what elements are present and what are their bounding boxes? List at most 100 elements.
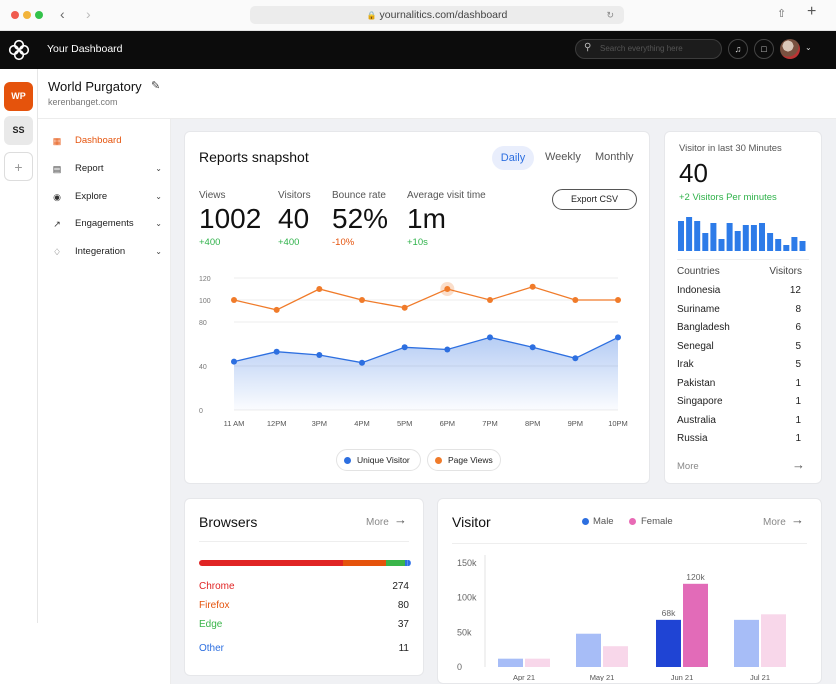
x-tick-label: 4PM (354, 419, 369, 428)
x-tick-label: 5PM (397, 419, 412, 428)
male-bar (656, 619, 681, 667)
search-placeholder: Search everything here (600, 44, 683, 53)
live-bar (718, 239, 725, 251)
sidebar-item-dashboard[interactable]: ▦ Dashboard (50, 132, 162, 150)
legend-unique-visitor[interactable]: Unique Visitor (336, 449, 421, 471)
page-views-point (273, 306, 280, 313)
unique-visitor-point (359, 359, 365, 366)
x-tick-label: 10PM (608, 419, 628, 428)
reports-snapshot-card: Reports snapshot Daily Weekly Monthly Vi… (184, 131, 650, 484)
back-icon[interactable]: ‹ (60, 6, 65, 22)
app-title: Your Dashboard (47, 43, 123, 55)
workspace-ss[interactable]: SS (4, 116, 33, 145)
stat-value: 1m (407, 203, 446, 234)
unique-visitor-point (401, 344, 408, 351)
x-tick-label: 7PM (482, 419, 497, 428)
messages-button[interactable]: □ (754, 39, 774, 59)
country-visitors: 1 (795, 433, 801, 444)
close-window-button[interactable] (11, 11, 19, 19)
tab-weekly[interactable]: Weekly (545, 151, 581, 163)
stat-label: Views (199, 190, 226, 201)
unique-visitor-point (615, 334, 621, 341)
live-visitors-card: Visitor in last 30 Minutes 40 +2 Visitor… (664, 131, 822, 484)
edit-icon[interactable]: ✎ (151, 80, 161, 92)
live-bar (783, 245, 790, 251)
stat-label: Bounce rate (332, 190, 386, 201)
country-name: Australia (677, 414, 716, 426)
legend-dot-male (582, 518, 589, 525)
browser-share-segment (343, 560, 386, 566)
more-link[interactable]: More (677, 461, 699, 472)
page-views-point (401, 304, 408, 311)
new-tab-icon[interactable]: + (807, 3, 817, 20)
export-csv-button[interactable]: Export CSV (552, 189, 637, 210)
more-link[interactable]: More (366, 517, 389, 528)
arrow-right-icon[interactable]: → (394, 512, 407, 527)
country-visitors: 1 (795, 414, 801, 426)
visitor-card: Visitor Male Female More → 0 50k 100k 150k A… (437, 498, 822, 684)
sidebar-item-explore[interactable]: ◉ Explore ⌄ (50, 188, 162, 206)
country-row: Irak 5 (677, 359, 801, 375)
notifications-button[interactable]: ♫ (728, 39, 748, 59)
country-name: Singapore (677, 396, 723, 407)
unique-visitor-point (231, 358, 237, 365)
more-link[interactable]: More (763, 517, 786, 528)
arrow-right-icon[interactable]: → (791, 512, 804, 527)
country-row: Russia 1 (677, 433, 801, 449)
chevron-down-icon: ⌄ (155, 219, 162, 228)
search-input[interactable]: ⚲ Search everything here (575, 39, 722, 59)
reload-icon[interactable]: ↻ (606, 10, 614, 20)
country-name: Indonesia (677, 285, 721, 296)
legend-label: Page Views (448, 455, 493, 465)
tab-daily[interactable]: Daily (492, 146, 534, 170)
address-bar[interactable]: 🔒 yournalitics.com/dashboard ↻ (250, 6, 624, 24)
unique-visitor-point (273, 348, 280, 355)
reports-line-chart: 0 40 80 100 120 11 AM 12PM 3PM 4PM 5PM 6PM 7PM 8PM 9P… (199, 276, 628, 428)
browser-share-segment (199, 560, 344, 566)
country-name: Russia (677, 433, 708, 444)
tab-monthly[interactable]: Monthly (595, 151, 634, 163)
live-bar (742, 225, 749, 251)
share-icon[interactable]: ⇧ (777, 8, 787, 20)
legend-dot-female (629, 518, 636, 525)
minimize-window-button[interactable] (23, 11, 31, 19)
male-bar (576, 633, 601, 667)
sidebar-item-report[interactable]: ▤ Report ⌄ (50, 160, 162, 178)
live-bar (791, 237, 798, 251)
stat-delta: +400 (278, 237, 300, 248)
avatar[interactable] (780, 39, 800, 59)
live-bar (799, 241, 806, 251)
x-tick-label: May 21 (590, 673, 615, 681)
chevron-down-icon: ⌄ (155, 164, 162, 173)
forward-icon[interactable]: › (86, 6, 91, 22)
country-name: Pakistan (677, 377, 716, 389)
stat-bounce-rate: Bounce rate 52% -10% (332, 190, 388, 248)
country-visitors: 1 (795, 377, 801, 389)
arrow-right-icon[interactable]: → (792, 457, 805, 472)
country-visitors: 12 (789, 285, 801, 296)
add-workspace-button[interactable]: + (4, 152, 33, 181)
logo-icon (8, 39, 30, 61)
maximize-window-button[interactable] (35, 11, 43, 19)
y-tick-label: 100k (457, 593, 477, 603)
chevron-down-icon[interactable]: ⌄ (805, 43, 812, 52)
y-tick-label: 40 (199, 364, 207, 371)
unique-visitor-point (572, 355, 579, 362)
x-tick-label: 8PM (525, 419, 540, 428)
unique-visitor-area (234, 337, 618, 410)
female-bar (603, 646, 628, 667)
chevron-down-icon: ⌄ (155, 247, 162, 256)
browser-row: Edge 37 (199, 619, 409, 635)
workspace-wp[interactable]: WP (4, 82, 33, 111)
sidebar-item-integeration[interactable]: ♢ Integeration ⌄ (50, 243, 162, 261)
legend-page-views[interactable]: Page Views (427, 449, 501, 471)
sidebar-item-engagements[interactable]: ↗ Engagements ⌄ (50, 215, 162, 233)
country-name: Suriname (677, 303, 720, 315)
card-title: Visitor (452, 514, 491, 530)
sidebar-item-label: Explore (75, 191, 108, 202)
live-bar (734, 231, 741, 251)
x-tick-label: 9PM (568, 419, 583, 428)
chevron-down-icon: ⌄ (155, 192, 162, 201)
country-row: Australia 1 (677, 415, 801, 431)
url-text: yournalitics.com/dashboard (379, 9, 508, 21)
